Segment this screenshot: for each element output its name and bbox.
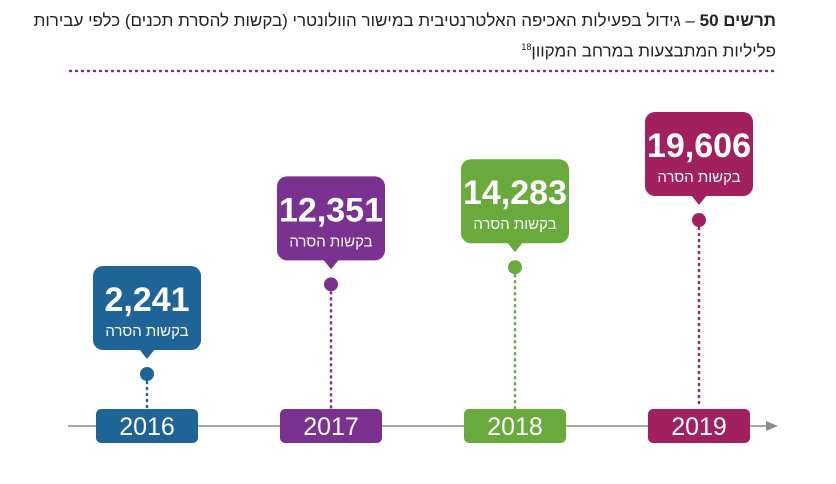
- chart-title: תרשים 50 – גידול בפעילות האכיפה האלטרנטי…: [34, 8, 776, 65]
- series-label-2017: בקשות הסרה: [289, 233, 372, 250]
- axis-arrow-icon: [766, 421, 778, 431]
- figure-label: תרשים 50: [699, 11, 776, 30]
- year-label-2016: 2016: [119, 413, 175, 441]
- year-tag-2018: [464, 409, 566, 443]
- year-tag-2017: [280, 409, 382, 443]
- callout-pointer-2016: [139, 349, 155, 359]
- year-tag-2016: [96, 409, 198, 443]
- value-label-2016: 2,241: [104, 281, 189, 319]
- value-dot-2019: [692, 213, 706, 227]
- value-label-2018: 14,283: [463, 174, 567, 212]
- footnote-marker: 18: [521, 42, 532, 52]
- callout-pointer-2018: [507, 242, 523, 253]
- value-label-2019: 19,606: [647, 127, 751, 165]
- value-dot-2017: [324, 277, 338, 292]
- value-label-2017: 12,351: [279, 191, 383, 229]
- year-tag-2019: [648, 409, 750, 443]
- year-label-2019: 2019: [671, 413, 727, 441]
- series-label-2019: בקשות הסרה: [657, 169, 740, 186]
- callout-box-2016: [93, 266, 201, 350]
- series-label-2018: בקשות הסרה: [473, 216, 556, 233]
- value-dot-2018: [508, 260, 522, 275]
- callout-box-2019: [645, 112, 753, 196]
- series-label-2016: בקשות הסרה: [105, 323, 188, 340]
- year-label-2017: 2017: [303, 413, 359, 441]
- value-dot-2016: [140, 367, 154, 381]
- callout-pointer-2017: [323, 259, 339, 270]
- callout-box-2018: [461, 159, 569, 244]
- callout-pointer-2019: [691, 195, 707, 205]
- title-text-line1: – גידול בפעילות האכיפה האלטרנטיבית במישו…: [33, 11, 695, 30]
- year-label-2018: 2018: [487, 413, 543, 441]
- title-text-line2: פליליות המתבצעות במרחב המקוון: [531, 41, 776, 61]
- callout-box-2017: [277, 176, 385, 261]
